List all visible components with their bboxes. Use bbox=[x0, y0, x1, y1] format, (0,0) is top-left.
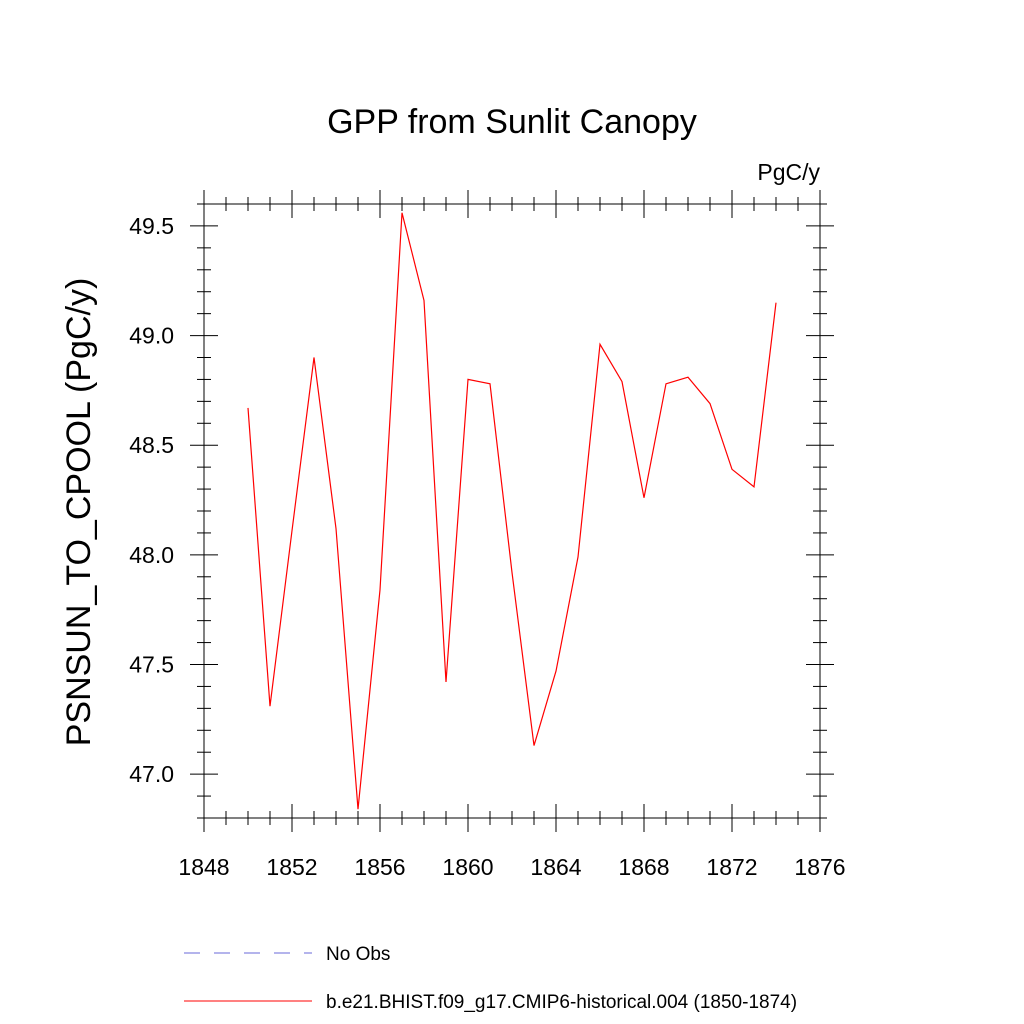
x-tick-label: 1864 bbox=[530, 854, 581, 880]
x-tick-label: 1876 bbox=[794, 854, 845, 880]
y-tick-label: 49.5 bbox=[129, 213, 174, 239]
y-tick-label: 48.5 bbox=[129, 432, 174, 458]
x-ticks: 1848 1852 1856 1860 1864 1868 1872 1876 bbox=[178, 190, 846, 880]
legend: No Obs b.e21.BHIST.f09_g17.CMIP6-historic… bbox=[184, 944, 797, 1013]
y-axis-label: PSNSUN_TO_CPOOL (PgC/y) bbox=[60, 278, 98, 747]
y-tick-label: 48.0 bbox=[129, 542, 174, 568]
legend-label: b.e21.BHIST.f09_g17.CMIP6-historical.004… bbox=[326, 992, 797, 1013]
x-tick-label: 1856 bbox=[354, 854, 405, 880]
y-tick-label: 49.0 bbox=[129, 323, 174, 349]
x-tick-label: 1872 bbox=[706, 854, 757, 880]
units-label: PgC/y bbox=[757, 159, 820, 185]
x-tick-label: 1852 bbox=[266, 854, 317, 880]
series-layer bbox=[247, 212, 777, 810]
x-tick-label: 1868 bbox=[618, 854, 669, 880]
y-tick-label: 47.0 bbox=[129, 761, 174, 787]
x-tick-label: 1860 bbox=[442, 854, 493, 880]
chart-title: GPP from Sunlit Canopy bbox=[327, 103, 697, 141]
x-tick-label: 1848 bbox=[178, 854, 229, 880]
legend-label: No Obs bbox=[326, 944, 390, 965]
plot-frame bbox=[203, 203, 821, 819]
series-line bbox=[247, 212, 777, 810]
y-tick-label: 47.5 bbox=[129, 652, 174, 678]
y-ticks: 47.0 47.5 48.0 48.5 49.0 49.5 bbox=[129, 203, 834, 819]
